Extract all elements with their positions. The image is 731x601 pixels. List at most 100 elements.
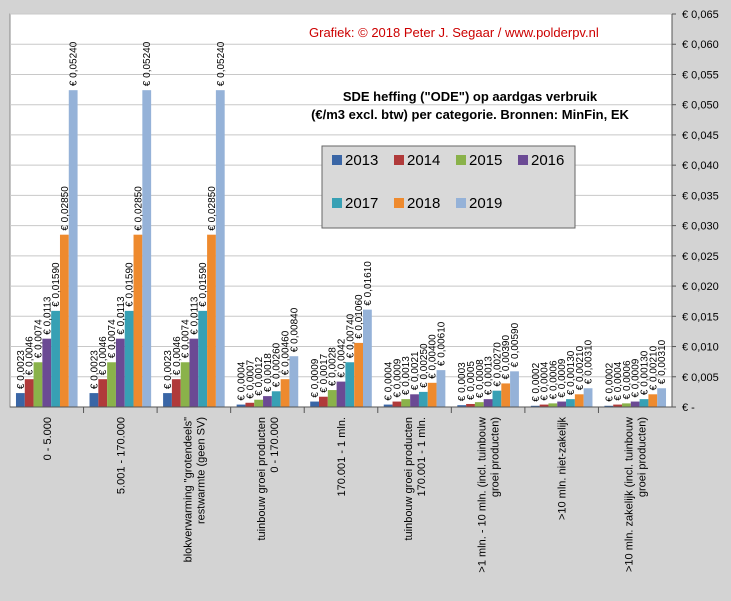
category-label: groei producten) bbox=[490, 417, 502, 497]
bar bbox=[236, 404, 246, 407]
bar bbox=[215, 90, 225, 407]
bar bbox=[418, 391, 428, 407]
data-label: € 0,0012 bbox=[254, 356, 265, 395]
bar bbox=[510, 371, 519, 407]
data-label: € 0,0046 bbox=[172, 336, 183, 375]
data-label: € 0,01610 bbox=[363, 261, 374, 306]
data-label: € 0,00310 bbox=[657, 339, 668, 384]
bar bbox=[59, 234, 69, 407]
data-label: € 0,0004 bbox=[384, 361, 395, 400]
bar bbox=[124, 310, 134, 407]
bar bbox=[530, 405, 540, 407]
category-label: >10 mln. zakelijk (incl. tuinbouw bbox=[624, 417, 636, 572]
bar bbox=[410, 394, 419, 407]
data-label: € 0,00250 bbox=[419, 343, 430, 388]
data-label: € 0,0013 bbox=[401, 356, 412, 395]
bar bbox=[474, 402, 484, 407]
bar bbox=[622, 403, 631, 407]
data-label: € 0,00740 bbox=[345, 313, 356, 358]
legend-label: 2018 bbox=[407, 195, 440, 212]
data-label: € 0,00130 bbox=[566, 350, 577, 395]
bar bbox=[548, 403, 558, 407]
data-label: € 0,05240 bbox=[69, 41, 80, 86]
data-label: € 0,0023 bbox=[16, 350, 27, 389]
bar bbox=[583, 388, 593, 407]
data-label: € 0,00210 bbox=[648, 345, 659, 390]
category-label: >10 mln. niet-zakelijk bbox=[557, 417, 569, 521]
bar bbox=[163, 393, 172, 407]
y-tick-label: € 0,065 bbox=[682, 9, 719, 21]
bar bbox=[51, 310, 60, 407]
y-tick-label: € - bbox=[682, 402, 695, 414]
data-label: € 0,0023 bbox=[163, 350, 174, 389]
data-label: € 0,01060 bbox=[354, 294, 365, 339]
bar bbox=[363, 309, 372, 407]
y-tick-label: € 0,020 bbox=[682, 281, 719, 293]
legend-label: 2015 bbox=[469, 152, 502, 169]
legend-label: 2016 bbox=[531, 152, 564, 169]
data-label: € 0,00460 bbox=[281, 330, 292, 375]
bar bbox=[327, 390, 337, 407]
y-axis: € - € 0,005 € 0,010 € 0,015 € 0,020 € 0,025 € … bbox=[671, 9, 719, 414]
bar bbox=[539, 404, 549, 407]
bar bbox=[207, 234, 216, 407]
data-label: € 0,0042 bbox=[337, 338, 348, 377]
data-label: € 0,0004 bbox=[237, 361, 248, 400]
bar bbox=[189, 338, 199, 407]
y-tick-label: € 0,010 bbox=[682, 342, 719, 354]
bar bbox=[392, 401, 402, 407]
data-label: € 0,05240 bbox=[216, 41, 227, 86]
bar bbox=[171, 379, 181, 407]
y-tick-label: € 0,060 bbox=[682, 39, 719, 51]
data-label: € 0,02850 bbox=[133, 186, 144, 231]
legend-swatch bbox=[332, 198, 342, 208]
bar bbox=[466, 403, 475, 407]
data-label: € 0,0006 bbox=[548, 360, 559, 399]
data-label: € 0,00130 bbox=[640, 350, 651, 395]
y-tick-label: € 0,055 bbox=[682, 69, 719, 81]
data-label: € 0,0009 bbox=[392, 358, 403, 397]
y-tick-label: € 0,030 bbox=[682, 221, 719, 233]
data-label: € 0,0074 bbox=[107, 319, 118, 358]
credit-text: Grafiek: © 2018 Peter J. Segaar / www.po… bbox=[309, 25, 599, 40]
data-label: € 0,0002 bbox=[604, 362, 615, 401]
y-tick-label: € 0,005 bbox=[682, 372, 719, 384]
category-label: tuinbouw groei producten bbox=[256, 417, 268, 541]
bar bbox=[492, 390, 502, 407]
data-label: € 0,0046 bbox=[25, 336, 36, 375]
bar bbox=[89, 393, 99, 407]
data-label: € 0,01590 bbox=[125, 262, 136, 307]
bar bbox=[383, 404, 393, 407]
bar bbox=[142, 90, 152, 407]
data-label: € 0,0003 bbox=[457, 362, 468, 401]
bar bbox=[289, 356, 299, 407]
data-label: € 0,0021 bbox=[410, 351, 421, 390]
bar bbox=[501, 383, 511, 407]
data-label: € 0,0028 bbox=[328, 347, 339, 386]
data-label: € 0,0006 bbox=[622, 360, 633, 399]
bar bbox=[457, 405, 467, 407]
legend-box bbox=[321, 145, 576, 229]
data-label: € 0,00210 bbox=[575, 345, 586, 390]
legend-label: 2014 bbox=[407, 152, 440, 169]
data-label: € 0,0113 bbox=[42, 296, 53, 335]
bar bbox=[604, 405, 614, 407]
legend-label: 2013 bbox=[345, 152, 378, 169]
bar bbox=[98, 379, 108, 407]
bar bbox=[336, 381, 346, 407]
chart-title-line: SDE heffing ("ODE") op aardgas verbruik bbox=[343, 89, 598, 104]
data-label: € 0,0074 bbox=[33, 319, 44, 358]
bar bbox=[15, 393, 25, 407]
data-label: € 0,05240 bbox=[142, 41, 153, 86]
bar bbox=[427, 382, 437, 407]
data-label: € 0,0046 bbox=[98, 336, 109, 375]
bar bbox=[557, 401, 567, 407]
bar bbox=[68, 90, 78, 407]
bar bbox=[107, 362, 116, 407]
bar bbox=[271, 391, 281, 407]
data-label: € 0,01590 bbox=[198, 262, 209, 307]
chart-title: SDE heffing ("ODE") op aardgas verbruik (… bbox=[311, 89, 629, 122]
category-label: tuinbouw groei producten bbox=[403, 417, 415, 541]
data-label: € 0,0007 bbox=[245, 359, 256, 398]
category-label: groei producten) bbox=[637, 417, 649, 497]
